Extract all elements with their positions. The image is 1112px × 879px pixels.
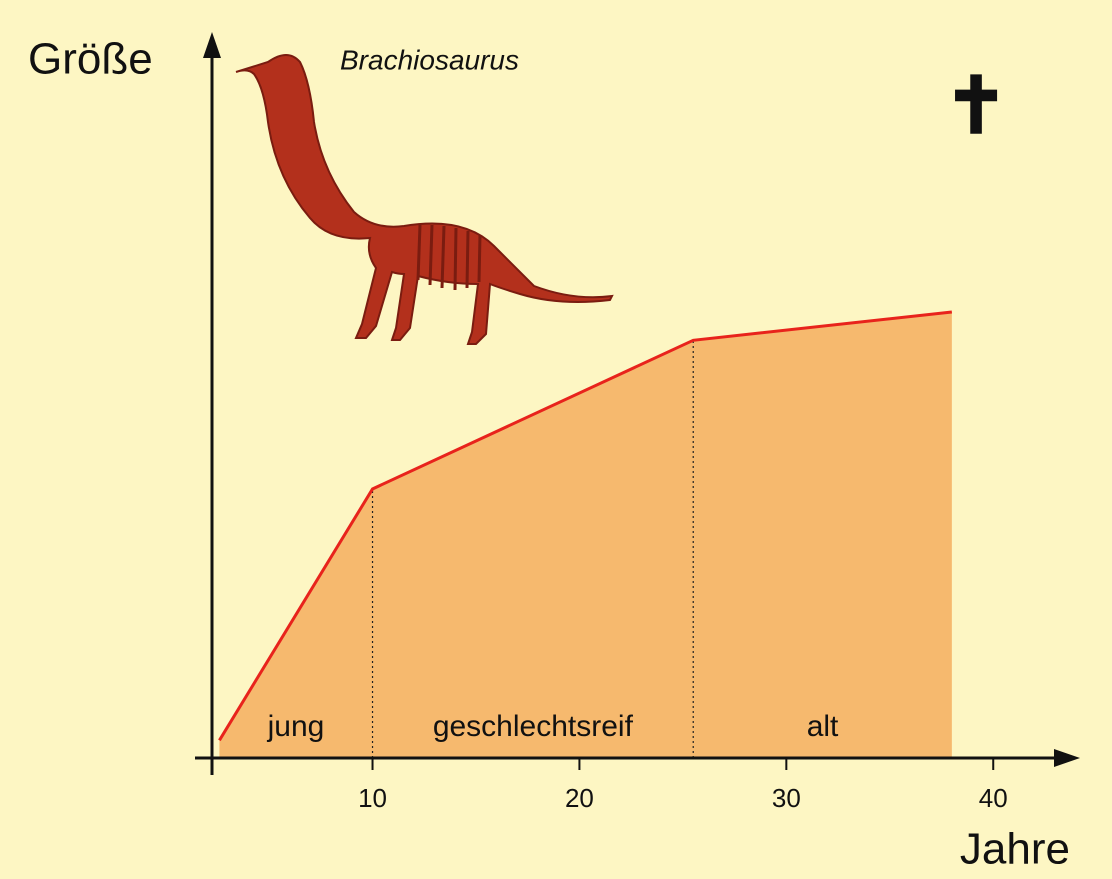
- chart: jung geschlechtsreif alt 10 20 30 40 Größe Bra…: [0, 0, 1112, 879]
- x-tick-label: 40: [979, 783, 1008, 813]
- x-tick-label: 20: [565, 783, 594, 813]
- phase-label: geschlechtsreif: [433, 710, 634, 743]
- x-axis-label: Jahre: [960, 825, 1070, 874]
- y-axis-label: Größe: [28, 35, 153, 84]
- x-tick-label: 30: [772, 783, 801, 813]
- phase-label: jung: [267, 710, 325, 743]
- phase-label: alt: [807, 710, 839, 743]
- death-marker: ✝: [943, 62, 1008, 150]
- chart-title: Brachiosaurus: [340, 44, 519, 75]
- x-tick-label: 10: [358, 783, 387, 813]
